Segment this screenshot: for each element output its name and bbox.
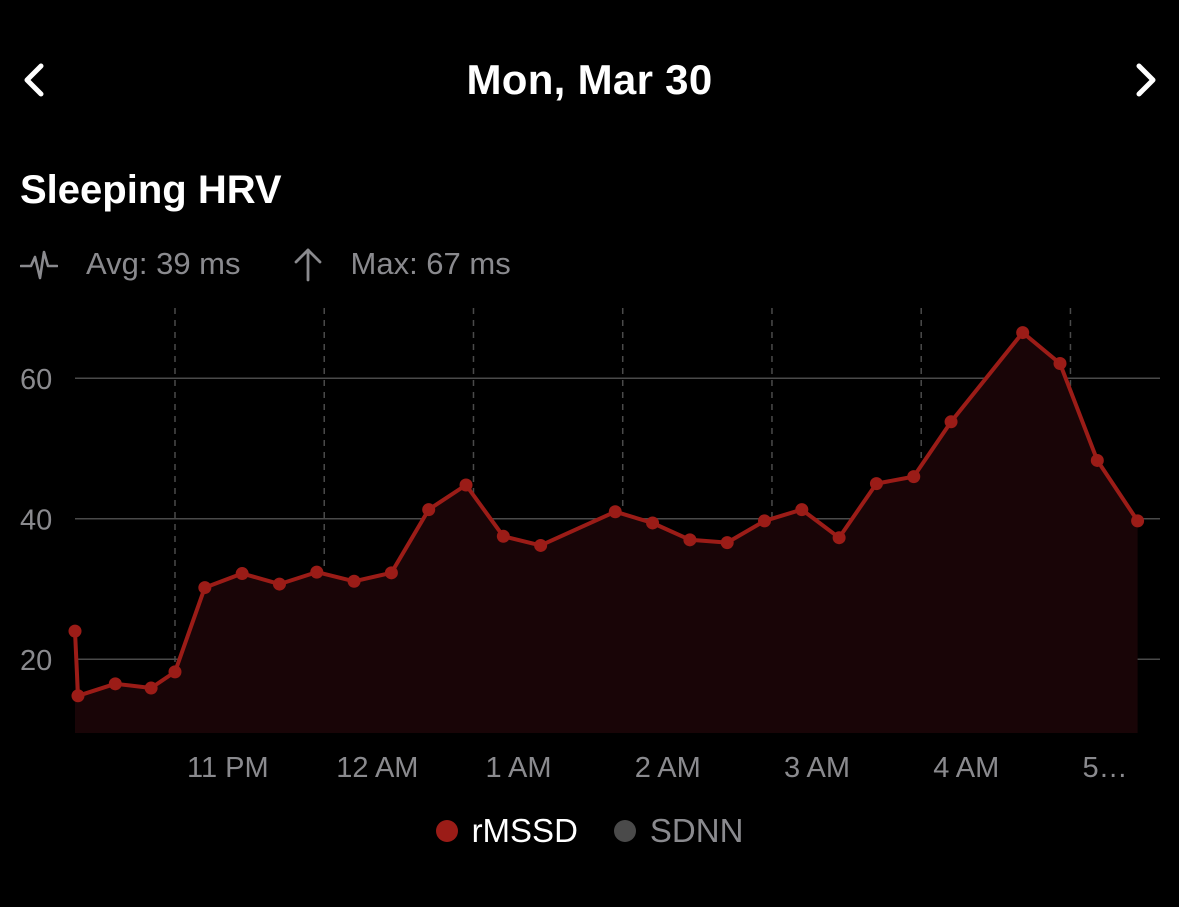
x-tick-label: 3 AM bbox=[784, 752, 850, 784]
legend-sdnn[interactable]: SDNN bbox=[613, 812, 744, 850]
rmssd-point bbox=[1131, 514, 1145, 528]
rmssd-legend-dot bbox=[435, 820, 458, 842]
rmssd-point bbox=[168, 665, 182, 679]
rmssd-point bbox=[1090, 453, 1104, 467]
rmssd-point bbox=[646, 516, 660, 530]
rmssd-point bbox=[1053, 356, 1067, 370]
rmssd-point bbox=[608, 505, 622, 519]
y-tick-label: 20 bbox=[20, 645, 52, 677]
date-title: Mon, Mar 30 bbox=[466, 56, 713, 103]
x-tick-label: 5… bbox=[1082, 752, 1127, 784]
rmssd-point bbox=[310, 565, 324, 579]
rmssd-point bbox=[235, 567, 249, 581]
section-title: Sleeping HRV bbox=[20, 168, 282, 212]
next-day-button[interactable] bbox=[1124, 58, 1168, 102]
x-tick-label: 11 PM bbox=[187, 752, 269, 784]
chart-legend: rMSSD SDNN bbox=[0, 812, 1179, 850]
rmssd-point bbox=[1016, 326, 1030, 340]
arrow-up-icon bbox=[294, 248, 321, 282]
y-axis-labels: 20 40 60 bbox=[20, 364, 52, 677]
rmssd-point bbox=[144, 681, 158, 695]
chevron-right-icon bbox=[1136, 63, 1156, 97]
max-stat: Max: 67 ms bbox=[293, 244, 511, 284]
x-axis-labels: 11 PM 12 AM 1 AM 2 AM 3 AM 4 AM 5… bbox=[187, 752, 1128, 784]
rmssd-point bbox=[459, 478, 473, 492]
rmssd-point bbox=[534, 538, 548, 552]
rmssd-point bbox=[720, 536, 734, 550]
rmssd-point bbox=[683, 533, 697, 547]
x-tick-label: 2 AM bbox=[635, 752, 701, 784]
rmssd-area-fill bbox=[75, 332, 1138, 733]
heartbeat-pulse-icon bbox=[20, 250, 58, 280]
rmssd-point bbox=[347, 574, 361, 588]
chevron-left-icon bbox=[24, 63, 44, 97]
legend-rmssd[interactable]: rMSSD bbox=[435, 812, 578, 850]
y-tick-label: 40 bbox=[20, 505, 52, 537]
rmssd-point bbox=[108, 677, 122, 691]
rmssd-points bbox=[68, 326, 1145, 703]
max-label: Max: 67 ms bbox=[350, 246, 511, 281]
rmssd-point bbox=[795, 503, 809, 517]
rmssd-point bbox=[496, 529, 510, 543]
rmssd-point bbox=[68, 624, 82, 638]
rmssd-point bbox=[832, 531, 846, 545]
legend-sdnn-label: SDNN bbox=[649, 812, 744, 849]
legend-rmssd-label: rMSSD bbox=[471, 812, 578, 849]
rmssd-point bbox=[272, 577, 286, 591]
y-tick-label: 60 bbox=[20, 364, 52, 396]
avg-label: Avg: 39 ms bbox=[86, 246, 241, 281]
x-tick-label: 12 AM bbox=[336, 752, 418, 784]
previous-day-button[interactable] bbox=[12, 58, 56, 102]
rmssd-point bbox=[944, 415, 958, 429]
rmssd-point bbox=[758, 514, 772, 528]
rmssd-point bbox=[384, 566, 398, 580]
hrv-stats: Avg: 39 ms Max: 67 ms bbox=[20, 244, 511, 284]
rmssd-point bbox=[422, 503, 436, 517]
rmssd-point bbox=[198, 581, 212, 595]
x-tick-label: 4 AM bbox=[933, 752, 999, 784]
avg-stat: Avg: 39 ms bbox=[20, 244, 241, 284]
rmssd-point bbox=[907, 470, 921, 484]
x-tick-label: 1 AM bbox=[485, 752, 551, 784]
sleeping-hrv-chart: 20 40 60 11 PM 12 AM 1 AM 2 AM 3 AM 4 AM 5… bbox=[20, 308, 1160, 784]
sdnn-legend-dot bbox=[613, 820, 636, 842]
rmssd-point bbox=[71, 689, 85, 703]
rmssd-point bbox=[869, 477, 883, 491]
